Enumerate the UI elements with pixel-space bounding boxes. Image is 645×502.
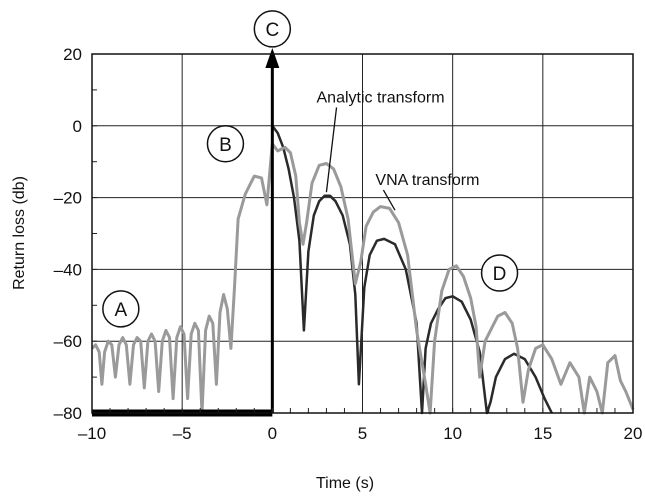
y-tick-label: 20 <box>63 45 82 64</box>
y-tick-label: –40 <box>54 260 82 279</box>
annotation-label-d: D <box>493 264 507 285</box>
y-tick-label: 0 <box>73 117 82 136</box>
annotation-circle-a <box>102 290 140 328</box>
axes-layer: –10 –5 0 5 10 15 20 –80 –60 –40 –20 0 20 <box>54 45 643 443</box>
vna-transform-leader-line <box>382 189 396 211</box>
annotation-layer: Analytic transform VNA transform A B C D <box>102 10 519 328</box>
annotation-circle-b <box>206 125 245 163</box>
annotation-label-a: A <box>115 300 128 321</box>
annotation-circle-d <box>480 254 519 292</box>
x-tick-label: –5 <box>173 424 192 443</box>
impulse-arrowhead <box>265 48 280 68</box>
analytic-transform-annotation: Analytic transform <box>317 89 445 106</box>
y-tick-label: –60 <box>54 332 82 351</box>
x-axis-title: Time (s) <box>316 475 374 492</box>
y-axis-title: Return loss (db) <box>11 176 28 290</box>
plot-frame <box>91 53 634 414</box>
analytic-transform-series-line <box>271 125 553 415</box>
x-tick-label: 10 <box>443 424 462 443</box>
x-tick-label: –10 <box>78 424 106 443</box>
annotation-label-c: C <box>265 20 279 41</box>
annotation-label-b: B <box>219 135 232 156</box>
x-tick-label: 20 <box>624 424 643 443</box>
y-tick-label: –20 <box>54 189 82 208</box>
annotation-circle-c <box>253 10 292 48</box>
analytic-transform-leader-line <box>325 107 338 193</box>
vna-transform-series-line <box>90 142 635 415</box>
y-tick-label: –80 <box>54 404 82 423</box>
x-tick-label: 15 <box>533 424 552 443</box>
x-tick-label: 5 <box>358 424 367 443</box>
vna-transform-annotation: VNA transform <box>375 172 479 189</box>
x-tick-label: 0 <box>268 424 277 443</box>
